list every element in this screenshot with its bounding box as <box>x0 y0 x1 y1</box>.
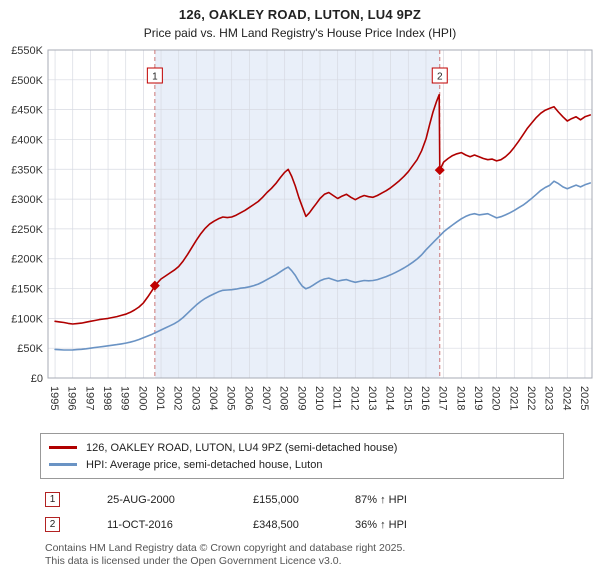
footer-line-1: Contains HM Land Registry data © Crown c… <box>45 542 406 554</box>
sale-annotation-2: 2 11-OCT-2016 £348,500 36% ↑ HPI <box>45 517 600 532</box>
y-tick-label: £450K <box>11 105 43 117</box>
sale-annotation-1: 1 25-AUG-2000 £155,000 87% ↑ HPI <box>45 492 600 507</box>
sale-flag-number-2: 2 <box>437 72 443 83</box>
footer-line-2: This data is licensed under the Open Gov… <box>45 555 342 568</box>
legend-item-property: 126, OAKLEY ROAD, LUTON, LU4 9PZ (semi-d… <box>49 439 555 456</box>
x-tick-label: 2010 <box>313 386 325 410</box>
x-tick-label: 2011 <box>331 386 343 410</box>
x-tick-label: 2012 <box>348 386 360 410</box>
sale-flag-box-1 <box>146 67 163 84</box>
sale-flag-number-1: 1 <box>152 72 158 83</box>
x-tick-label: 2014 <box>384 386 396 410</box>
sale-1-date: 25-AUG-2000 <box>107 493 175 506</box>
x-tick-label: 2024 <box>560 386 572 410</box>
sale-marker-diamond-1 <box>149 280 160 291</box>
hpi-line-swatch <box>49 463 77 466</box>
x-tick-label: 2001 <box>154 386 166 410</box>
y-tick-label: £350K <box>11 164 43 176</box>
sale-2-price: £348,500 <box>253 518 299 531</box>
plot-frame <box>47 49 593 379</box>
y-tick-label: £50K <box>17 343 43 355</box>
x-tick-label: 1998 <box>101 386 113 410</box>
x-tick-label: 2019 <box>472 386 484 410</box>
y-tick-label: £400K <box>11 134 43 146</box>
x-tick-label: 2023 <box>543 386 555 410</box>
x-tick-label: 2009 <box>295 386 307 410</box>
page-subtitle: Price paid vs. HM Land Registry's House … <box>143 26 457 40</box>
price-history-chart: 1995 1996 1997 1998 1999 2000 2001 2002 2003 2004… <box>11 45 593 410</box>
x-tick-label: 2016 <box>419 386 431 410</box>
sale-2-hpi-delta: 36% ↑ HPI <box>355 518 407 531</box>
x-tick-label: 2004 <box>207 386 219 410</box>
ownership-period-shading <box>154 50 440 378</box>
x-tick-label: 2006 <box>242 386 254 410</box>
sale-1-number-box: 1 <box>45 492 60 507</box>
copyright-footer: Contains HM Land Registry data © Crown c… <box>45 542 600 568</box>
x-tick-label: 2020 <box>490 386 502 410</box>
x-tick-label: 1997 <box>83 386 95 410</box>
x-tick-label: 1999 <box>119 386 131 410</box>
y-tick-label: £300K <box>11 194 43 206</box>
x-tick-label: 2013 <box>366 386 378 410</box>
sale-flag-box-2 <box>431 67 448 84</box>
x-tick-label: 2008 <box>278 386 290 410</box>
x-tick-label: 2003 <box>189 386 201 410</box>
x-tick-label: 2025 <box>578 386 590 410</box>
sale-2-date: 11-OCT-2016 <box>107 518 173 531</box>
y-tick-label: £200K <box>11 254 43 266</box>
x-tick-label: 2002 <box>172 386 184 410</box>
sale-1-hpi-delta: 87% ↑ HPI <box>355 493 407 506</box>
y-tick-label: £0 <box>31 373 43 385</box>
y-tick-label: £100K <box>11 313 43 325</box>
y-tick-label: £550K <box>11 45 43 57</box>
x-tick-label: 2000 <box>136 386 148 410</box>
x-tick-label: 2018 <box>454 386 466 410</box>
x-tick-label: 2021 <box>507 386 519 410</box>
sale-1-price: £155,000 <box>253 493 299 506</box>
x-tick-label: 1995 <box>48 386 60 410</box>
x-tick-label: 1996 <box>66 386 78 410</box>
chart-legend: 126, OAKLEY ROAD, LUTON, LU4 9PZ (semi-d… <box>40 433 564 479</box>
sale-marker-diamond-2 <box>434 165 445 176</box>
page-title: 126, OAKLEY ROAD, LUTON, LU4 9PZ <box>178 7 422 22</box>
x-tick-label: 2015 <box>401 386 413 410</box>
x-tick-label: 2022 <box>525 386 537 410</box>
property-price-line <box>54 93 592 325</box>
y-tick-label: £250K <box>11 224 43 236</box>
hpi-line <box>54 180 592 351</box>
property-line-swatch <box>49 446 77 449</box>
price-history-page: 126, OAKLEY ROAD, LUTON, LU4 9PZ Price p… <box>0 7 600 568</box>
x-tick-label: 2005 <box>225 386 237 410</box>
y-tick-label: £150K <box>11 284 43 296</box>
sale-annotations: 1 25-AUG-2000 £155,000 87% ↑ HPI 2 11-OC… <box>45 492 600 532</box>
x-tick-label: 2007 <box>260 386 272 410</box>
x-tick-label: 2017 <box>437 386 449 410</box>
legend-item-hpi: HPI: Average price, semi-detached house,… <box>49 456 555 473</box>
legend-label-property: 126, OAKLEY ROAD, LUTON, LU4 9PZ (semi-d… <box>86 441 398 454</box>
y-tick-label: £500K <box>11 75 43 87</box>
sale-2-number-box: 2 <box>45 517 60 532</box>
legend-label-hpi: HPI: Average price, semi-detached house,… <box>86 458 323 471</box>
